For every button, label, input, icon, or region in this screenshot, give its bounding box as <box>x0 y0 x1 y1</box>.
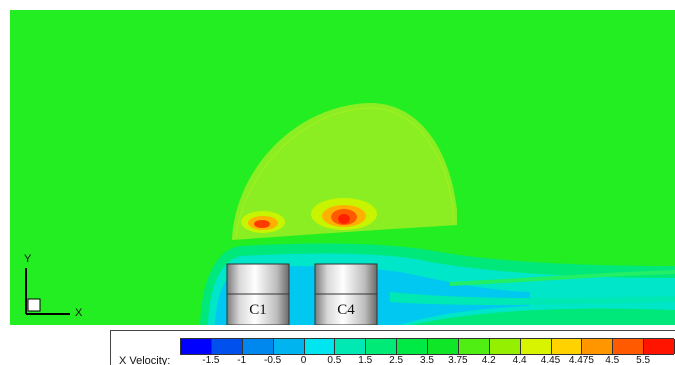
legend-tick-label: 4.4 <box>512 355 527 365</box>
legend-swatch <box>242 339 274 354</box>
cylinder-c1-label: C1 <box>249 302 267 318</box>
dome-edge <box>235 107 454 239</box>
legend-tick-label: 4.2 <box>481 355 496 365</box>
legend-swatch <box>613 339 645 354</box>
legend-tick-label: -1 <box>237 355 247 365</box>
legend-swatch <box>489 339 521 354</box>
legend-swatch <box>458 339 490 354</box>
color-legend: X Velocity: -1.5 -1 -0.5 0 0.5 1.5 2.5 3.5 3.75 4… <box>110 330 675 365</box>
legend-swatch <box>644 339 675 354</box>
legend-tick-label: 1.5 <box>358 355 373 365</box>
legend-tick-label: 5.5 <box>636 355 651 365</box>
legend-swatch <box>520 339 552 354</box>
legend-tick-label: 4.475 <box>568 355 594 365</box>
contour-svg: C1 C4 <box>10 10 675 325</box>
legend-tick-label: 2.5 <box>389 355 404 365</box>
hotspot-left-core <box>254 220 270 228</box>
legend-swatch <box>335 339 367 354</box>
legend-tick-label: 3.5 <box>420 355 434 365</box>
legend-tick-label: -1.5 <box>202 355 220 365</box>
cylinder-c4-label: C4 <box>337 302 355 318</box>
legend-tick-label: 3.75 <box>448 355 468 365</box>
axis-x-label: X <box>75 307 83 319</box>
legend-swatch <box>582 339 614 354</box>
legend-color-strip <box>180 338 675 355</box>
axes-triad <box>25 268 70 315</box>
legend-tick-label: 0.5 <box>327 355 342 365</box>
legend-tick-label: 0 <box>300 355 307 365</box>
axis-y-label: Y <box>24 253 32 265</box>
wake-streak <box>390 292 675 305</box>
legend-swatch <box>551 339 583 354</box>
legend-tick-label: 4.5 <box>605 355 620 365</box>
legend-swatch <box>181 339 212 354</box>
velocity-contour-field: C1 C4 <box>10 10 675 325</box>
legend-swatch <box>211 339 243 354</box>
cylinder-c4: C4 <box>314 263 378 325</box>
legend-swatch <box>428 339 459 354</box>
legend-swatch <box>397 339 428 354</box>
axes-origin-box <box>27 298 41 312</box>
legend-variable-label: X Velocity: <box>119 355 171 365</box>
legend-swatch <box>304 339 336 354</box>
hotspot-right-core <box>338 214 350 224</box>
legend-swatch <box>273 339 305 354</box>
legend-tick-label: 4.45 <box>540 355 561 365</box>
cylinder-c1: C1 <box>226 263 290 325</box>
wake-streak-upper <box>450 270 675 286</box>
dome-region <box>232 103 457 240</box>
legend-tick-label: -0.5 <box>264 355 282 365</box>
legend-swatch <box>366 339 398 354</box>
